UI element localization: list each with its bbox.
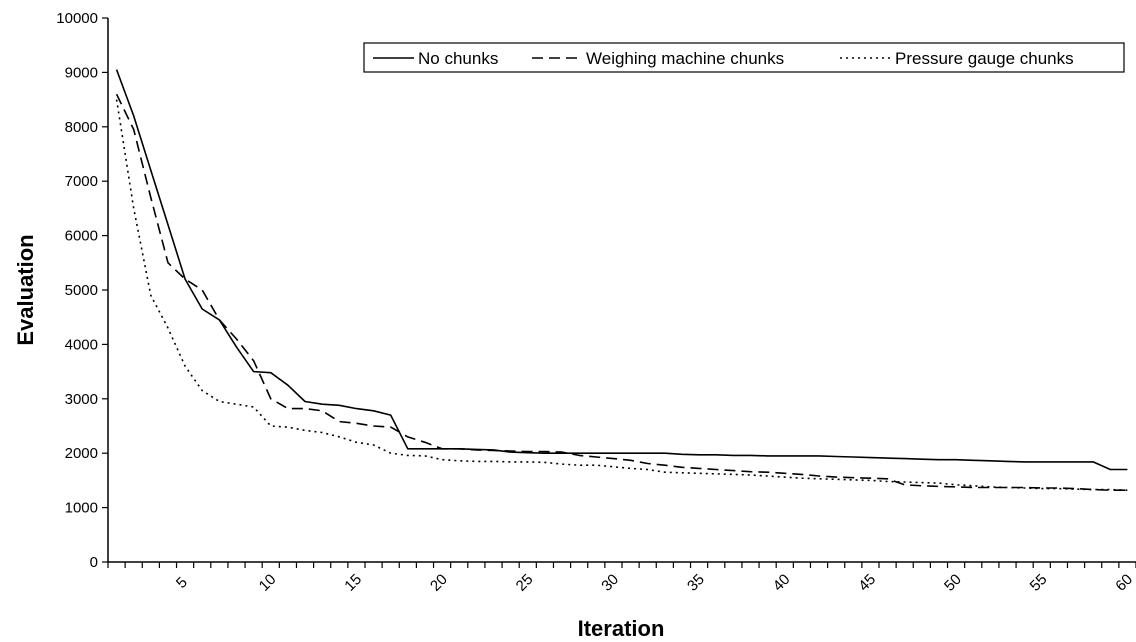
series-line-weighing-machine-chunks: [115, 93, 1128, 492]
y-tick-label: 3000: [65, 391, 98, 408]
axes: [107, 18, 1136, 563]
y-tick-label: 9000: [65, 64, 98, 81]
x-tick-label: 10: [256, 571, 280, 595]
y-tick-label: 7000: [65, 173, 98, 190]
legend: No chunks Weighing machine chunks Pressu…: [363, 42, 1125, 73]
y-tick-label: 1000: [65, 500, 98, 517]
x-tick-label: 40: [770, 571, 794, 595]
series-line-pressure-gauge-chunks: [115, 99, 1128, 491]
y-axis-title: Evaluation: [13, 234, 38, 345]
series-lines: [115, 69, 1128, 492]
y-tick-label: 5000: [65, 282, 98, 299]
y-tick-label: 8000: [65, 119, 98, 136]
y-tick-label: 4000: [65, 336, 98, 353]
x-axis-title: Iteration: [578, 616, 665, 641]
y-tick-label: 10000: [56, 10, 98, 27]
x-tick-label: 45: [855, 571, 879, 595]
x-tick-label: 5: [173, 574, 191, 592]
x-tick-label: 30: [598, 571, 622, 595]
legend-label-no-chunks: No chunks: [418, 49, 498, 68]
y-tick-label: 2000: [65, 445, 98, 462]
x-tick-label: 60: [1112, 571, 1136, 595]
x-tick-label: 35: [684, 571, 708, 595]
x-tick-label: 15: [341, 571, 365, 595]
ticks: 0 1000 2000 3000 4000 5000 6000 7000 8000 9000 100…: [56, 10, 1136, 595]
y-tick-label: 6000: [65, 228, 98, 245]
legend-label-weighing-machine-chunks: Weighing machine chunks: [586, 49, 784, 68]
series-line-no-chunks: [115, 69, 1128, 471]
x-tick-label: 25: [513, 571, 537, 595]
x-tick-label: 20: [427, 571, 451, 595]
y-tick-label: 0: [90, 554, 98, 571]
x-tick-label: 55: [1027, 571, 1051, 595]
legend-label-pressure-gauge-chunks: Pressure gauge chunks: [895, 49, 1074, 68]
legend-box: [363, 42, 1125, 73]
x-tick-label: 50: [941, 571, 965, 595]
